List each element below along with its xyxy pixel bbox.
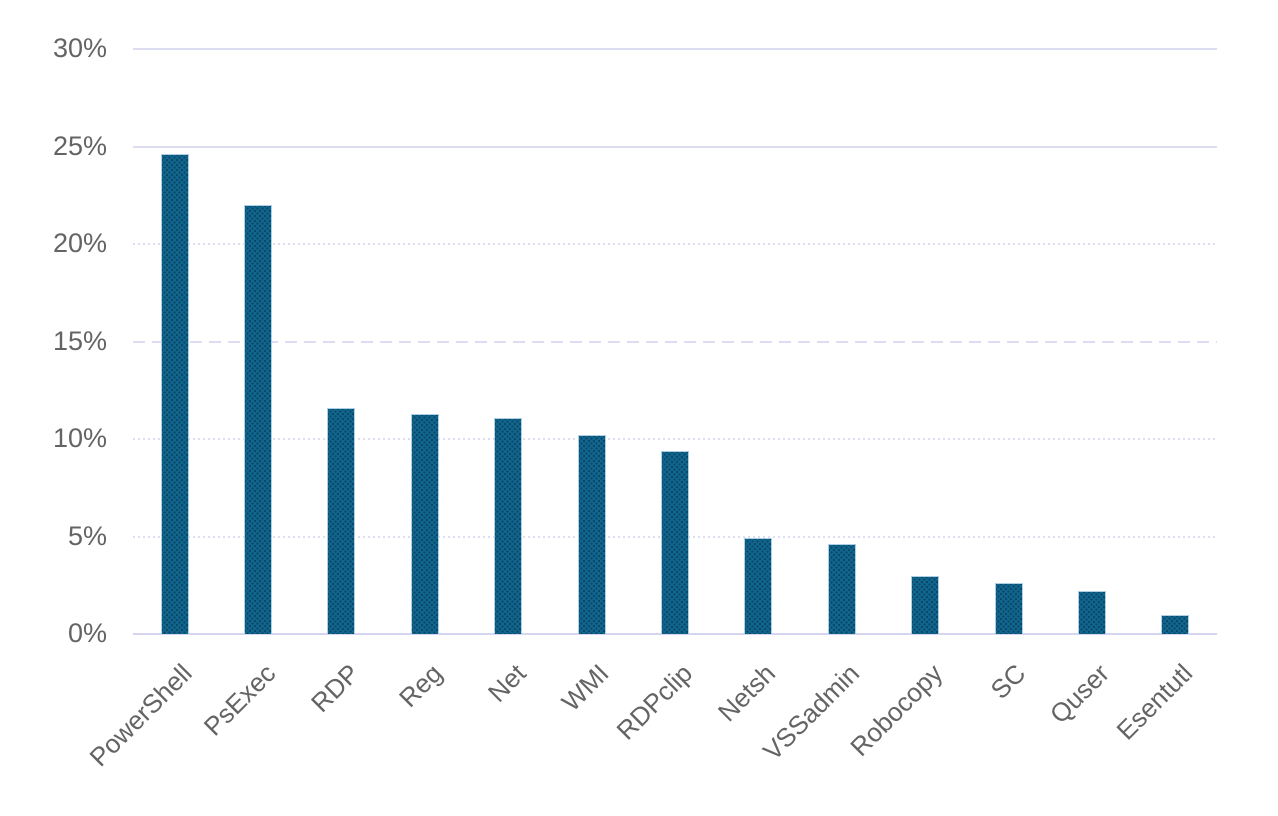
bar-slot-psexec (216, 49, 299, 634)
bar-slot-sc (967, 49, 1050, 634)
bar-wmi (577, 435, 606, 634)
x-tick-label-psexec: PsExec (197, 658, 282, 742)
x-tick-label-quser: Quser (1043, 658, 1116, 730)
bar-slot-powershell (133, 49, 216, 634)
y-tick-label-5%: 5% (67, 520, 107, 551)
bar-quser (1077, 591, 1106, 634)
bar-slot-reg (383, 49, 466, 634)
bar-rdp (327, 407, 356, 634)
x-tick-label-rdp: RDP (304, 658, 365, 719)
x-tick-label-rdpclip: RDPclip (610, 658, 699, 746)
gridline-10% (133, 438, 1217, 440)
y-tick-label-25%: 25% (52, 130, 107, 161)
bar-slot-robocopy (884, 49, 967, 634)
bar-reg (410, 413, 439, 634)
bar-slot-esentutl (1134, 49, 1217, 634)
bars (133, 49, 1217, 634)
gridline-15% (133, 340, 1217, 343)
x-tick-label-net: Net (481, 658, 532, 708)
x-tick-label-wmi: WMI (555, 658, 615, 717)
bar-slot-rdpclip (633, 49, 716, 634)
bar-net (494, 417, 523, 634)
gridline-30% (133, 48, 1217, 50)
gridline-25% (133, 145, 1217, 148)
y-tick-label-15%: 15% (52, 325, 107, 356)
x-axis-labels: PowerShell PsExec RDP Reg Net WMI RDPclip Netsh… (84, 658, 1217, 816)
bar-slot-quser (1050, 49, 1133, 634)
y-tick-label-0%: 0% (67, 617, 107, 648)
bar-robocopy (911, 575, 940, 634)
x-tick-label-netsh: Netsh (712, 658, 782, 728)
bar-slot-netsh (717, 49, 800, 634)
bar-powershell (160, 154, 189, 634)
bar-netsh (744, 538, 773, 634)
y-tick-label-10%: 10% (52, 422, 107, 453)
y-axis-labels: 30% 25% 20% 15% 10% 5% 0% (0, 0, 107, 700)
y-tick-label-30%: 30% (52, 32, 107, 63)
gridline-20% (133, 243, 1217, 245)
x-tick-label-sc: SC (984, 658, 1032, 705)
bar-psexec (244, 205, 273, 634)
bar-slot-wmi (550, 49, 633, 634)
x-tick-label-reg: Reg (393, 658, 449, 713)
bar-slot-net (467, 49, 550, 634)
bar-esentutl (1161, 614, 1190, 634)
bar-vssadmin (827, 544, 856, 634)
x-tick-label-esentutl: Esentutl (1110, 658, 1199, 746)
bar-sc (994, 583, 1023, 634)
plot-area (133, 48, 1217, 635)
bar-rdpclip (661, 450, 690, 634)
gridline-0% (133, 633, 1217, 635)
bar-slot-rdp (300, 49, 383, 634)
bar-slot-vssadmin (800, 49, 883, 634)
y-tick-label-20%: 20% (52, 227, 107, 258)
